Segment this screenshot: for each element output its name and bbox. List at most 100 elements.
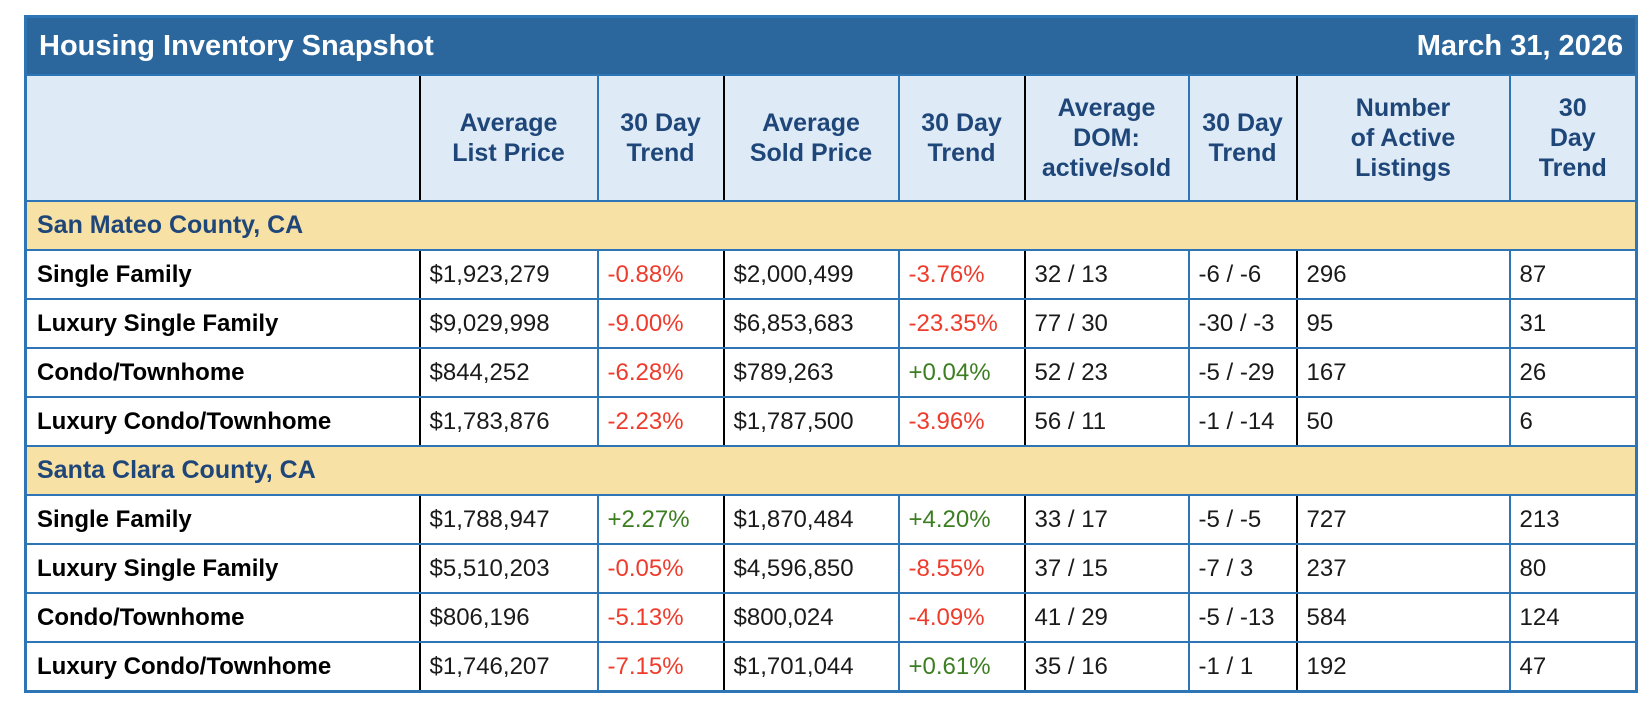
section-header: San Mateo County, CA [25,200,1637,251]
cell-sold-price-trend: -8.55% [897,543,1025,594]
cell-dom-trend: -5 / -5 [1187,494,1297,545]
cell-avg-list-price: $844,252 [418,347,598,398]
title-bar: Housing Inventory Snapshot March 31, 202… [25,16,1637,75]
cell-avg-dom: 35 / 16 [1023,641,1189,693]
cell-avg-dom: 56 / 11 [1023,396,1189,447]
row-label: Condo/Townhome [25,347,420,398]
column-header-row: Average List Price 30 Day Trend Average … [25,74,1637,202]
table-row: Luxury Condo/Townhome $1,746,207 -7.15% … [25,641,1637,693]
table-row: Single Family $1,923,279 -0.88% $2,000,4… [25,249,1637,300]
cell-active-listings: 727 [1295,494,1510,545]
cell-active-listings: 584 [1295,592,1510,643]
cell-avg-list-price: $1,783,876 [418,396,598,447]
table-row: Single Family $1,788,947 +2.27% $1,870,4… [25,494,1637,545]
cell-avg-sold-price: $1,701,044 [722,641,899,693]
cell-listings-trend: 26 [1508,347,1637,398]
title-row: Housing Inventory Snapshot March 31, 202… [25,16,1637,75]
cell-sold-price-trend: +4.20% [897,494,1025,545]
row-label: Luxury Single Family [25,543,420,594]
cell-listings-trend: 124 [1508,592,1637,643]
cell-active-listings: 192 [1295,641,1510,693]
table-row: Condo/Townhome $844,252 -6.28% $789,263 … [25,347,1637,398]
row-label: Single Family [25,494,420,545]
cell-dom-trend: -30 / -3 [1187,298,1297,349]
cell-list-price-trend: -5.13% [596,592,724,643]
cell-dom-trend: -5 / -13 [1187,592,1297,643]
cell-list-price-trend: -0.05% [596,543,724,594]
report-container: Housing Inventory Snapshot March 31, 202… [24,15,1639,693]
section-header: Santa Clara County, CA [25,445,1637,496]
cell-avg-sold-price: $1,787,500 [722,396,899,447]
cell-listings-trend: 6 [1508,396,1637,447]
cell-avg-sold-price: $789,263 [722,347,899,398]
section-row: San Mateo County, CA [25,200,1637,251]
cell-avg-dom: 77 / 30 [1023,298,1189,349]
cell-dom-trend: -6 / -6 [1187,249,1297,300]
cell-avg-list-price: $5,510,203 [418,543,598,594]
table-body: San Mateo County, CA Single Family $1,92… [25,200,1637,693]
row-label: Luxury Condo/Townhome [25,641,420,693]
col-header-active-listings: Number of Active Listings [1295,74,1510,202]
cell-sold-price-trend: -23.35% [897,298,1025,349]
page-title: Housing Inventory Snapshot [39,29,434,62]
cell-sold-price-trend: -4.09% [897,592,1025,643]
cell-listings-trend: 213 [1508,494,1637,545]
table-row: Luxury Single Family $9,029,998 -9.00% $… [25,298,1637,349]
col-header-dom-trend: 30 Day Trend [1187,74,1297,202]
col-header-sold-trend: 30 Day Trend [897,74,1025,202]
cell-dom-trend: -5 / -29 [1187,347,1297,398]
cell-dom-trend: -1 / 1 [1187,641,1297,693]
corner-cell [25,74,420,202]
cell-list-price-trend: -0.88% [596,249,724,300]
row-label: Luxury Condo/Townhome [25,396,420,447]
row-label: Luxury Single Family [25,298,420,349]
section-row: Santa Clara County, CA [25,445,1637,496]
cell-avg-list-price: $9,029,998 [418,298,598,349]
row-label: Single Family [25,249,420,300]
col-header-avg-sold-price: Average Sold Price [722,74,899,202]
cell-listings-trend: 80 [1508,543,1637,594]
cell-avg-dom: 41 / 29 [1023,592,1189,643]
col-header-avg-list-price: Average List Price [418,74,598,202]
cell-listings-trend: 31 [1508,298,1637,349]
cell-avg-sold-price: $800,024 [722,592,899,643]
cell-active-listings: 237 [1295,543,1510,594]
table-row: Condo/Townhome $806,196 -5.13% $800,024 … [25,592,1637,643]
cell-avg-dom: 32 / 13 [1023,249,1189,300]
cell-listings-trend: 87 [1508,249,1637,300]
cell-avg-dom: 37 / 15 [1023,543,1189,594]
cell-avg-sold-price: $6,853,683 [722,298,899,349]
cell-avg-sold-price: $1,870,484 [722,494,899,545]
cell-avg-sold-price: $4,596,850 [722,543,899,594]
row-label: Condo/Townhome [25,592,420,643]
cell-avg-list-price: $806,196 [418,592,598,643]
cell-avg-dom: 52 / 23 [1023,347,1189,398]
cell-list-price-trend: +2.27% [596,494,724,545]
col-header-listings-trend: 30 Day Trend [1508,74,1637,202]
cell-active-listings: 95 [1295,298,1510,349]
table-row: Luxury Single Family $5,510,203 -0.05% $… [25,543,1637,594]
cell-list-price-trend: -6.28% [596,347,724,398]
cell-sold-price-trend: -3.96% [897,396,1025,447]
cell-active-listings: 167 [1295,347,1510,398]
cell-avg-list-price: $1,746,207 [418,641,598,693]
cell-avg-sold-price: $2,000,499 [722,249,899,300]
cell-avg-dom: 33 / 17 [1023,494,1189,545]
cell-active-listings: 296 [1295,249,1510,300]
cell-list-price-trend: -7.15% [596,641,724,693]
cell-avg-list-price: $1,923,279 [418,249,598,300]
col-header-list-trend: 30 Day Trend [596,74,724,202]
cell-dom-trend: -1 / -14 [1187,396,1297,447]
cell-list-price-trend: -9.00% [596,298,724,349]
report-date: March 31, 2026 [1416,29,1624,62]
cell-active-listings: 50 [1295,396,1510,447]
cell-sold-price-trend: +0.61% [897,641,1025,693]
cell-sold-price-trend: +0.04% [897,347,1025,398]
cell-list-price-trend: -2.23% [596,396,724,447]
table-row: Luxury Condo/Townhome $1,783,876 -2.23% … [25,396,1637,447]
cell-dom-trend: -7 / 3 [1187,543,1297,594]
cell-avg-list-price: $1,788,947 [418,494,598,545]
cell-listings-trend: 47 [1508,641,1637,693]
cell-sold-price-trend: -3.76% [897,249,1025,300]
housing-inventory-table: Housing Inventory Snapshot March 31, 202… [24,15,1639,693]
